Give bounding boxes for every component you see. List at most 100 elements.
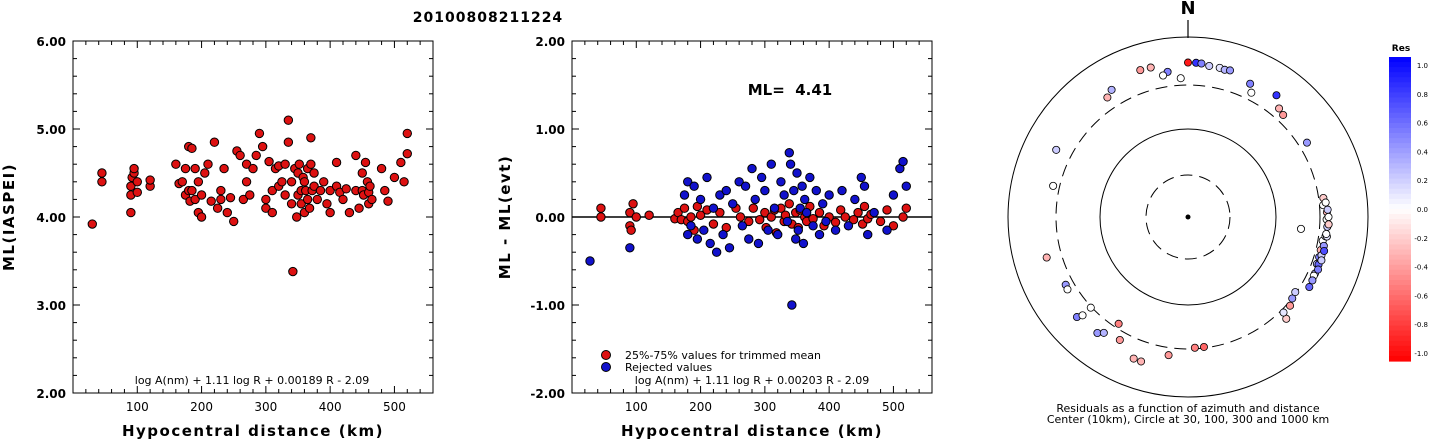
data-point-rejected [718, 229, 728, 240]
north-label: N [1180, 0, 1195, 19]
plot-frame-1 [72, 40, 434, 394]
station-residual-point [1115, 335, 1124, 344]
data-point [351, 150, 361, 161]
x-tick-labels-2: 100 200 300 400 500 [625, 400, 905, 414]
colorbar-cell [1389, 57, 1411, 63]
colorbar-tick-label: -0.8 [1414, 321, 1428, 329]
colorbar-cell [1389, 209, 1411, 215]
colorbar: Res 1.0 0.8 0.6 0.4 0.2 0.0 -0.2 -0.4 -0.6 -0.8 -1… [1389, 44, 1429, 362]
data-point [360, 157, 371, 168]
y-tick-label: 5.00 [36, 123, 66, 137]
tick-marks-2 [572, 41, 932, 393]
data-point-rejected [744, 234, 754, 244]
y-tick-label: 2.00 [535, 35, 565, 49]
station-residual-point [1107, 85, 1116, 94]
data-points-2 [585, 148, 911, 310]
station-residual-point [1190, 343, 1199, 352]
data-point [200, 168, 210, 178]
data-point-rejected [715, 190, 725, 200]
colorbar-cell [1389, 345, 1411, 352]
colorbar-cell [1389, 229, 1411, 235]
x-tick-label: 200 [689, 400, 712, 414]
station-residual-point [1279, 308, 1288, 317]
data-point-rejected [747, 163, 757, 174]
data-point [283, 137, 294, 147]
data-point [365, 181, 375, 191]
data-point-rejected [792, 168, 802, 178]
data-point-rejected [686, 221, 696, 231]
station-residual-point [1296, 224, 1305, 233]
station-residual-point [1176, 74, 1185, 83]
y-tick-labels-1: 2.00 3.00 4.00 5.00 6.00 [36, 35, 66, 401]
data-point-rejected [737, 221, 748, 231]
y-tick-label: 1.00 [535, 123, 565, 137]
data-point-trimmed [784, 199, 794, 209]
legend-marker-trimmed [601, 350, 611, 360]
station-residual-point [1291, 288, 1300, 297]
colorbar-cell [1389, 158, 1411, 164]
data-point-trimmed [755, 214, 765, 225]
data-point [206, 196, 216, 206]
data-point-rejected [625, 243, 635, 253]
circle-30km [1145, 174, 1231, 260]
data-point-rejected [795, 203, 805, 213]
colorbar-cell [1389, 219, 1411, 225]
data-point-trimmed [695, 210, 706, 220]
data-point-trimmed [625, 207, 635, 218]
data-point [132, 187, 142, 198]
station-residual-point [1302, 138, 1311, 147]
data-point [319, 177, 329, 187]
station-residual-point [1049, 181, 1058, 190]
station-residual-point [1323, 205, 1332, 214]
data-point-rejected [753, 238, 764, 249]
colorbar-cell [1389, 239, 1411, 246]
data-point-trimmed [626, 225, 636, 235]
y-tick-label: 4.00 [36, 211, 66, 225]
data-point [294, 159, 304, 169]
colorbar-cell [1389, 193, 1411, 200]
data-point [309, 168, 319, 178]
data-point [177, 177, 187, 187]
data-point [304, 203, 315, 213]
figure-title: 20100808211224 [413, 10, 563, 26]
data-point [283, 115, 294, 125]
data-point-rejected [773, 229, 783, 240]
data-point [302, 194, 313, 205]
data-point [129, 163, 139, 174]
station-residual-point [1086, 303, 1095, 312]
data-point-rejected [800, 194, 810, 205]
data-point-rejected [797, 181, 807, 191]
data-point [171, 159, 181, 169]
data-point [338, 194, 348, 205]
data-point-rejected [785, 159, 796, 169]
data-point [248, 163, 258, 174]
data-point-trimmed [748, 203, 758, 213]
data-point-rejected [769, 203, 780, 213]
colorbar-cell [1389, 153, 1411, 159]
colorbar-cell [1389, 183, 1411, 190]
colorbar-cell [1389, 285, 1411, 291]
panel-ml-iaspei: 100 200 300 400 500 2.00 3.00 4.00 5.00 6.00 log… [0, 35, 434, 440]
station-residual-point [1063, 285, 1072, 294]
colorbar-cell [1389, 178, 1411, 185]
data-point [254, 128, 265, 139]
colorbar-cell [1389, 264, 1411, 271]
ml-value-text: ML= 4.41 [748, 81, 833, 99]
data-point [196, 212, 207, 222]
data-point-rejected [859, 181, 870, 191]
data-point-rejected [805, 172, 815, 183]
data-point [193, 177, 204, 187]
data-point [341, 184, 351, 194]
colorbar-cell [1389, 305, 1411, 311]
data-point [203, 159, 213, 169]
data-point [187, 185, 197, 196]
data-point-rejected [699, 225, 709, 235]
colorbar-cell [1389, 335, 1411, 342]
colorbar-tick-label: -0.6 [1414, 292, 1428, 300]
station-residual-point [1114, 319, 1123, 328]
station-residual-point [1247, 88, 1256, 97]
data-point [383, 196, 393, 206]
data-point-rejected [711, 247, 722, 257]
data-point [344, 207, 355, 218]
station-residual-point [1146, 63, 1155, 72]
